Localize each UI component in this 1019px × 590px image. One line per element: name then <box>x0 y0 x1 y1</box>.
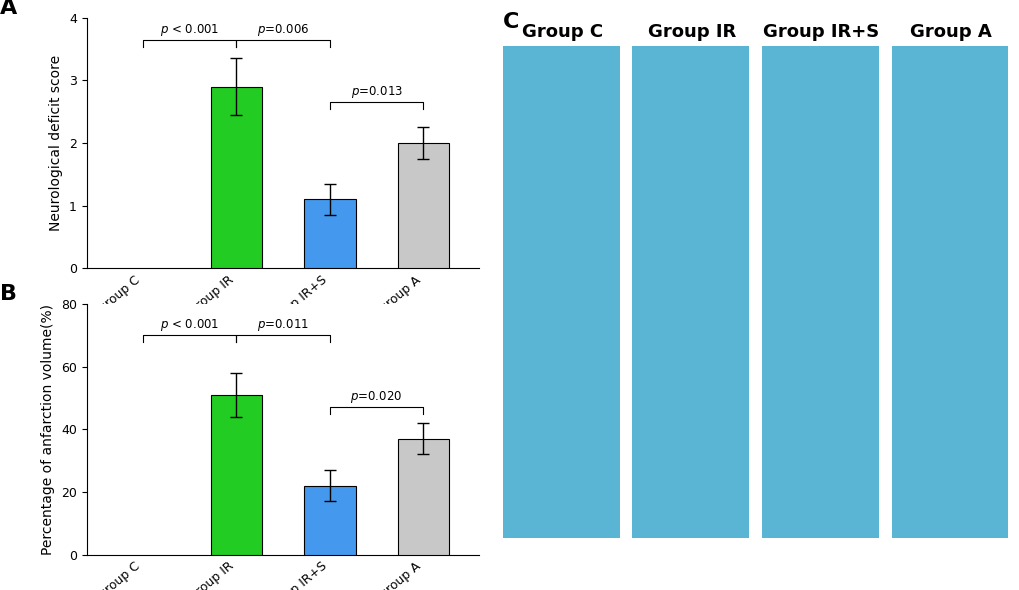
FancyBboxPatch shape <box>502 47 619 538</box>
Text: A: A <box>0 0 17 18</box>
Text: $p$ < 0.001: $p$ < 0.001 <box>160 317 219 333</box>
Text: $p$=0.006: $p$=0.006 <box>257 22 309 38</box>
Bar <box>210 87 262 268</box>
Y-axis label: Percentage of anfarction volume(%): Percentage of anfarction volume(%) <box>42 304 55 555</box>
Bar <box>397 143 448 268</box>
Y-axis label: Neurological deficit score: Neurological deficit score <box>49 55 63 231</box>
Text: $p$=0.013: $p$=0.013 <box>351 84 403 100</box>
Text: $p$ < 0.001: $p$ < 0.001 <box>160 22 219 38</box>
Bar <box>210 395 262 555</box>
FancyBboxPatch shape <box>761 47 877 538</box>
Text: Group C: Group C <box>522 23 602 41</box>
Text: $p$=0.011: $p$=0.011 <box>257 317 309 333</box>
Text: C: C <box>502 12 519 32</box>
Text: Group A: Group A <box>909 23 991 41</box>
Text: Group IR: Group IR <box>647 23 736 41</box>
Bar <box>304 199 356 268</box>
FancyBboxPatch shape <box>891 47 1007 538</box>
Bar <box>304 486 356 555</box>
FancyBboxPatch shape <box>632 47 748 538</box>
Text: $p$=0.020: $p$=0.020 <box>351 389 403 405</box>
Text: B: B <box>0 284 17 304</box>
Text: Group IR+S: Group IR+S <box>763 23 878 41</box>
Bar <box>397 438 448 555</box>
